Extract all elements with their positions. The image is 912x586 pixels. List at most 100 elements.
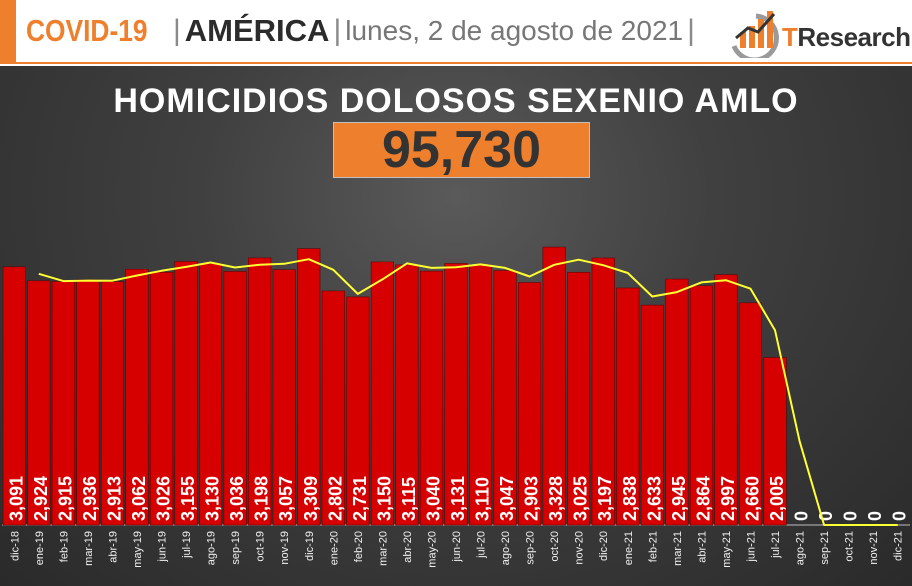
value-label-may-20: 3,040 [423,476,443,521]
value-label-sep-20: 2,903 [522,476,542,521]
bar-mar-21 [665,278,689,526]
bar-ene-19 [27,280,51,526]
tick-label-may-19: may-19 [132,531,144,568]
value-label-ene-21: 2,838 [620,476,640,521]
total-value: 95,730 [381,121,542,179]
tick-label-oct-20: oct-20 [549,531,561,562]
tick-label-sep-19: sep-19 [230,531,242,565]
tick-label-sep-20: sep-20 [525,531,537,565]
value-label-abr-19: 2,913 [104,476,124,521]
value-label-sep-21: 0 [816,511,836,521]
bar-oct-20 [542,246,566,526]
bar-may-19 [125,268,149,526]
logo-text: TResearch [782,22,911,52]
tick-label-feb-21: feb-21 [647,531,659,562]
bar-chart-growth-icon [731,11,779,58]
report-header: COVID-19 | AMÉRICA | lunes, 2 de agosto … [0,0,912,64]
value-label-dic-20: 3,197 [595,476,615,521]
value-label-ene-19: 2,924 [31,476,51,521]
tick-label-sep-21: sep-21 [819,531,831,565]
tick-label-oct-21: oct-21 [844,531,856,562]
header-separator-3: | [687,14,695,47]
value-label-mar-19: 2,936 [80,476,100,521]
tick-label-jul-19: jul-19 [181,531,193,559]
bar-nov-20 [567,272,591,526]
bar-jun-21 [738,302,763,526]
bar-jul-19 [174,261,198,526]
value-label-jun-21: 2,660 [742,476,762,521]
trend-line [38,258,898,526]
bar-abr-19 [100,281,125,526]
tick-label-feb-20: feb-20 [353,531,365,562]
bar-jun-19 [149,271,174,526]
bar-abr-20 [395,264,419,526]
tick-label-jul-21: jul-21 [770,531,782,559]
value-label-oct-20: 3,328 [546,476,566,521]
tick-label-jun-20: jun-20 [451,531,463,563]
bar-may-20 [419,270,444,526]
value-label-ago-19: 3,130 [203,476,223,521]
tick-label-ene-20: ene-20 [328,531,340,565]
value-label-nov-21: 0 [865,511,885,521]
total-badge: 95,730 [333,122,590,178]
value-label-mar-20: 3,150 [374,476,394,521]
value-label-ago-20: 3,047 [497,476,517,521]
header-title-line: COVID-19 | AMÉRICA | lunes, 2 de agosto … [26,8,699,54]
bar-mar-20 [370,261,394,526]
value-label-dic-18: 3,091 [6,476,26,521]
value-label-may-21: 2,997 [718,476,738,521]
value-label-nov-20: 3,025 [571,476,591,521]
value-label-ago-21: 0 [792,511,812,521]
value-label-feb-21: 2,633 [644,476,664,521]
bar-oct-19 [248,257,272,526]
bar-chart: 3,091 dic-18 2,924 ene-19 2,915 feb-19 2,936 ma… [2,246,910,568]
tick-label-jul-20: jul-20 [476,531,488,559]
bar-jun-20 [444,263,468,526]
value-label-feb-20: 2,731 [350,476,370,521]
value-label-jul-19: 3,155 [178,476,198,521]
tick-label-ago-21: ago-21 [795,531,807,565]
tick-label-mar-21: mar-21 [672,531,684,566]
tick-label-jun-21: jun-21 [745,531,757,563]
header-topic: COVID-19 [26,13,148,48]
value-label-mar-21: 2,945 [669,476,689,521]
value-label-oct-19: 3,198 [252,476,272,521]
value-label-abr-20: 3,115 [399,477,419,521]
header-region: AMÉRICA [184,13,330,48]
tick-label-nov-21: nov-21 [868,531,880,565]
tick-label-mar-20: mar-20 [377,531,389,566]
header-separator-2: | [333,14,342,47]
tick-label-dic-20: dic-20 [598,531,610,561]
bar-nov-19 [272,269,296,526]
value-label-dic-19: 3,309 [301,476,321,521]
bar-feb-21 [640,304,664,526]
value-label-feb-19: 2,915 [55,476,75,521]
value-label-nov-19: 3,057 [276,476,296,521]
tick-label-abr-20: abr-20 [402,531,414,563]
tick-label-nov-20: nov-20 [574,531,586,565]
bar-feb-20 [346,296,370,526]
tick-label-dic-21: dic-21 [893,531,905,561]
value-label-oct-21: 0 [841,511,861,521]
bar-sep-20 [518,282,542,526]
bar-ene-21 [616,287,640,526]
tick-label-abr-19: abr-19 [107,531,119,563]
tick-label-ene-21: ene-21 [623,531,635,565]
header-separator: | [172,14,181,47]
tick-label-feb-19: feb-19 [58,531,70,562]
value-label-sep-19: 3,036 [227,476,247,521]
tick-label-jun-19: jun-19 [157,531,169,563]
value-label-dic-21: 0 [890,511,910,521]
value-label-may-19: 3,062 [129,476,149,521]
tick-label-nov-19: nov-19 [279,531,291,565]
bar-dic-18 [2,266,26,526]
tick-label-ene-19: ene-19 [34,531,46,565]
tick-label-oct-19: oct-19 [255,531,267,562]
value-label-abr-21: 2,864 [693,476,713,521]
value-label-ene-20: 2,802 [325,476,345,521]
value-label-jul-20: 3,110 [473,477,493,521]
header-date: lunes, 2 de agosto de 2021 [345,15,684,46]
tick-label-dic-19: dic-19 [304,531,316,561]
tick-label-ago-20: ago-20 [500,531,512,565]
bar-ene-20 [321,290,345,526]
